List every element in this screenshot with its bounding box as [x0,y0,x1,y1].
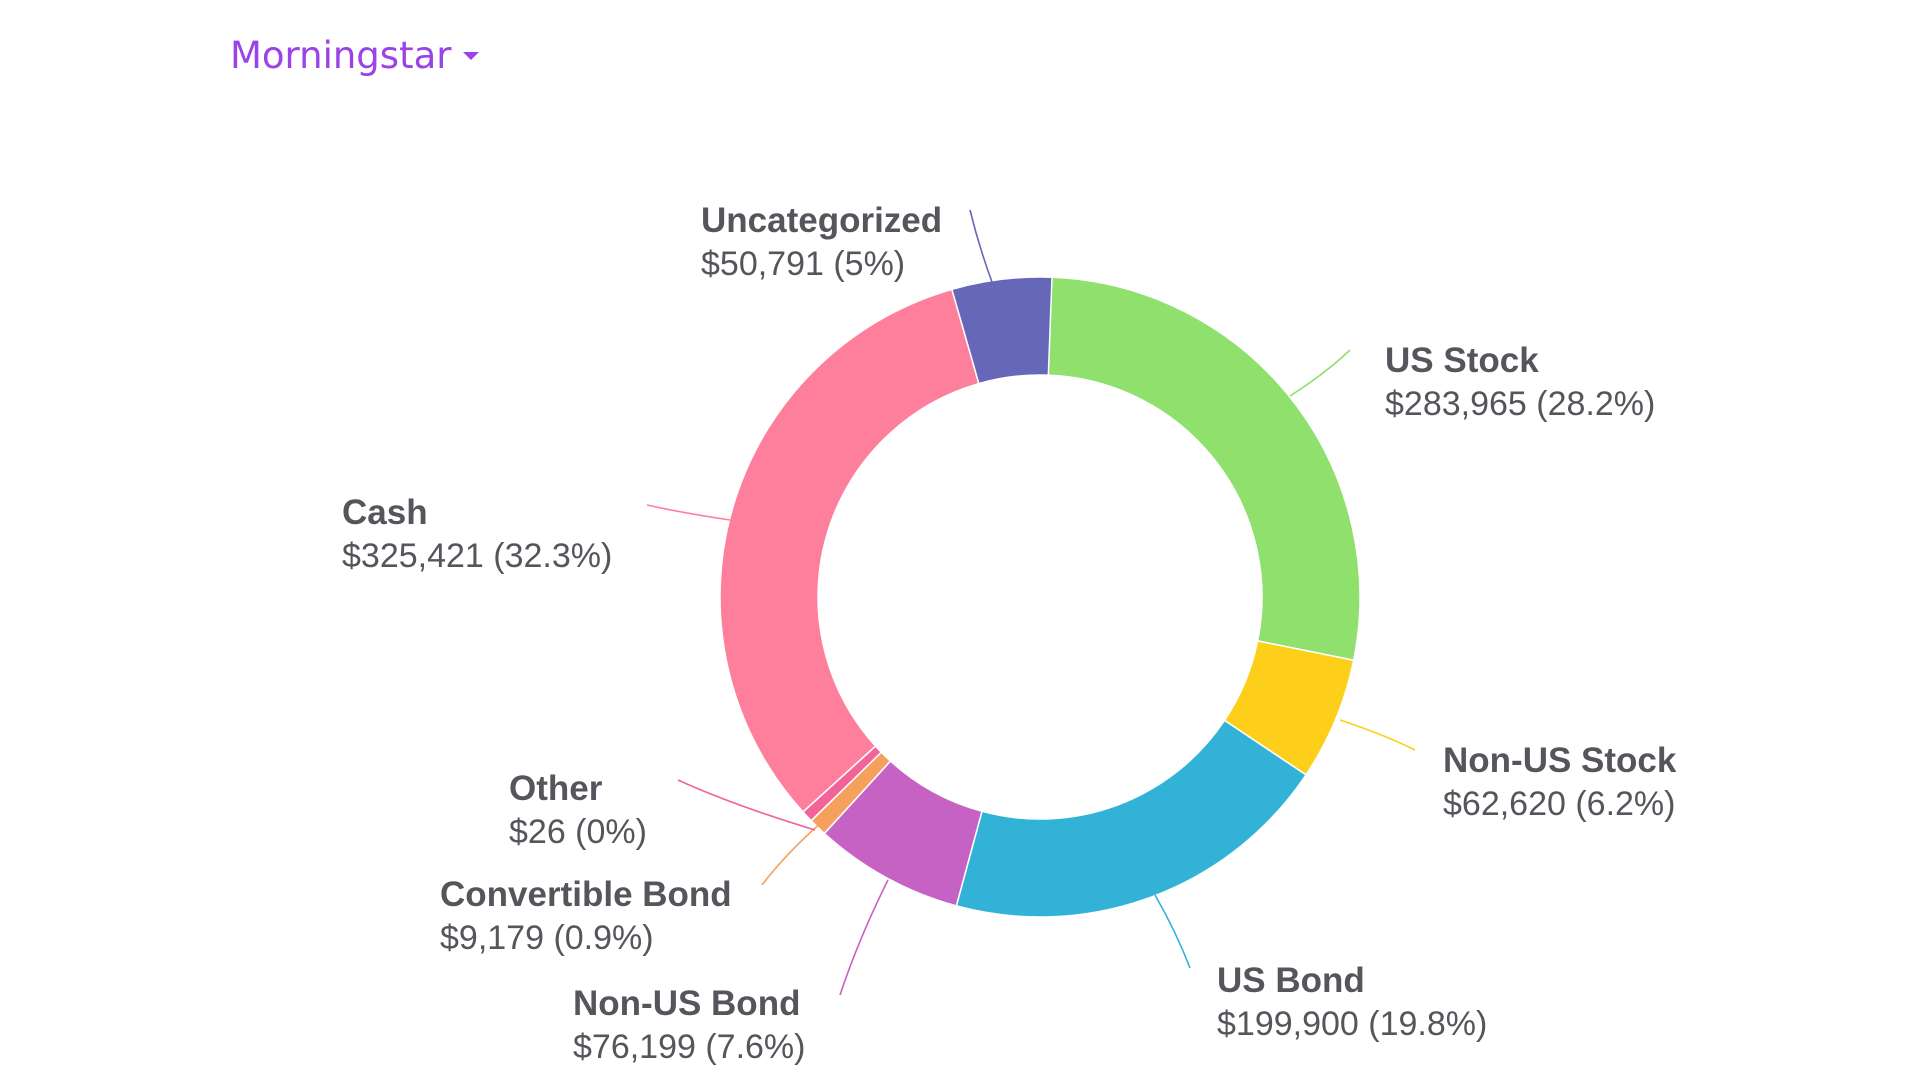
label-name-us-bond: US Bond [1217,961,1365,1000]
label-name-us-stock: US Stock [1385,341,1539,380]
slice-cash[interactable] [719,288,980,813]
leader-line-us-stock [1289,349,1351,397]
label-value-us-bond: $199,900 (19.8%) [1217,1005,1487,1043]
label-name-other: Other [509,769,603,808]
leader-line-other [677,779,816,831]
caret-down-icon [463,51,480,60]
label-value-us-stock: $283,965 (28.2%) [1385,385,1655,423]
label-name-uncategorized: Uncategorized [701,201,942,240]
dropdown-label: Morningstar [230,34,452,77]
leader-line-cash [646,504,731,521]
slice-uncategorized[interactable] [950,276,1053,385]
morningstar-dropdown[interactable]: Morningstar [230,34,481,77]
leader-line-non-us-bond [839,879,889,996]
leader-line-us-bond [1154,894,1191,969]
slice-us-bond[interactable] [955,719,1308,918]
label-value-non-us-stock: $62,620 (6.2%) [1443,785,1676,823]
label-value-non-us-bond: $76,199 (7.6%) [573,1028,806,1066]
label-name-non-us-bond: Non-US Bond [573,984,800,1023]
leader-line-uncategorized [969,209,993,283]
label-value-uncategorized: $50,791 (5%) [701,245,905,283]
label-name-cash: Cash [342,493,428,532]
label-name-convertible-bond: Convertible Bond [440,875,732,914]
label-value-cash: $325,421 (32.3%) [342,537,612,575]
leader-line-non-us-stock [1339,719,1416,751]
slice-us-stock[interactable] [1039,276,1361,662]
label-value-convertible-bond: $9,179 (0.9%) [440,919,654,957]
leader-line-convertible-bond [761,821,823,886]
label-name-non-us-stock: Non-US Stock [1443,741,1677,780]
label-value-other: $26 (0%) [509,813,647,851]
